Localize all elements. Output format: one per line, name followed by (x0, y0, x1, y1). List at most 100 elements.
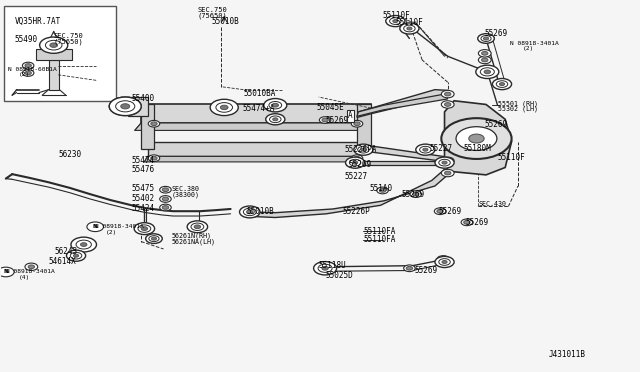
Text: 55269: 55269 (438, 207, 461, 216)
Circle shape (435, 256, 454, 267)
Text: 55269: 55269 (402, 190, 425, 199)
Polygon shape (148, 141, 358, 156)
Circle shape (134, 223, 155, 235)
Polygon shape (145, 156, 358, 162)
Circle shape (71, 237, 97, 252)
Circle shape (25, 263, 38, 270)
Circle shape (442, 101, 454, 108)
Circle shape (461, 219, 472, 226)
Text: N 08918-3401A: N 08918-3401A (6, 269, 54, 275)
Circle shape (351, 155, 363, 161)
Circle shape (439, 259, 451, 265)
Text: SEC.750: SEC.750 (197, 7, 227, 13)
Circle shape (440, 257, 447, 261)
Text: 55110F: 55110F (383, 11, 410, 20)
Text: 55501 (RH): 55501 (RH) (497, 100, 538, 107)
Text: N 08918-3401A: N 08918-3401A (95, 224, 144, 229)
Circle shape (464, 221, 470, 224)
Circle shape (481, 36, 491, 41)
Circle shape (70, 252, 82, 259)
Circle shape (456, 127, 497, 150)
Circle shape (160, 196, 172, 202)
Circle shape (468, 134, 484, 143)
Circle shape (442, 161, 447, 164)
Text: 55010BA: 55010BA (243, 89, 276, 98)
Circle shape (442, 118, 511, 159)
Circle shape (439, 159, 451, 166)
Circle shape (160, 204, 172, 211)
Circle shape (74, 254, 79, 257)
Text: 55400: 55400 (132, 94, 155, 103)
Text: 55269: 55269 (325, 116, 348, 125)
Text: 56261N(RH): 56261N(RH) (172, 233, 212, 239)
Circle shape (45, 40, 62, 50)
Polygon shape (445, 101, 511, 175)
Polygon shape (357, 94, 448, 116)
Circle shape (481, 131, 488, 134)
Text: 55424: 55424 (132, 205, 155, 214)
Circle shape (400, 23, 419, 34)
Circle shape (478, 49, 491, 57)
Circle shape (210, 99, 238, 116)
Circle shape (121, 104, 130, 109)
Circle shape (404, 265, 415, 272)
Circle shape (116, 101, 135, 112)
Polygon shape (135, 123, 371, 131)
Polygon shape (129, 97, 148, 116)
Circle shape (116, 101, 135, 112)
Circle shape (314, 262, 337, 275)
Circle shape (149, 235, 159, 241)
Circle shape (67, 250, 86, 261)
Text: A: A (348, 111, 353, 120)
Circle shape (393, 20, 398, 23)
Text: (75650): (75650) (197, 12, 227, 19)
Circle shape (152, 237, 157, 240)
Text: (4): (4) (19, 275, 30, 280)
Circle shape (404, 25, 415, 32)
Circle shape (410, 191, 422, 198)
Circle shape (322, 266, 328, 270)
Circle shape (319, 117, 331, 124)
Polygon shape (357, 105, 371, 149)
Circle shape (477, 34, 494, 43)
Text: 55010B: 55010B (211, 17, 239, 26)
Circle shape (478, 56, 491, 64)
Text: 55110FA: 55110FA (364, 227, 396, 236)
Circle shape (481, 51, 488, 55)
Circle shape (163, 197, 169, 201)
Text: 56261NA(LH): 56261NA(LH) (172, 238, 216, 245)
Circle shape (435, 157, 454, 168)
Circle shape (442, 260, 447, 263)
Circle shape (87, 222, 104, 232)
Text: 55490: 55490 (15, 35, 38, 44)
Circle shape (25, 64, 31, 67)
Circle shape (445, 159, 451, 163)
Text: 55118U: 55118U (319, 261, 346, 270)
Circle shape (437, 256, 450, 263)
Text: 55475: 55475 (132, 185, 155, 193)
Polygon shape (141, 105, 154, 149)
Circle shape (264, 99, 287, 112)
Circle shape (22, 70, 34, 76)
Text: 55476: 55476 (132, 165, 155, 174)
Text: 55110F: 55110F (497, 153, 525, 161)
Text: 55269: 55269 (484, 121, 508, 129)
Circle shape (322, 118, 328, 122)
Circle shape (141, 227, 148, 231)
Text: (2): (2) (106, 230, 117, 235)
Circle shape (243, 208, 256, 216)
Text: 55226P: 55226P (342, 207, 370, 216)
Polygon shape (357, 90, 448, 118)
Circle shape (138, 225, 151, 232)
Text: N 08918-3401A: N 08918-3401A (510, 41, 559, 46)
Text: 55269: 55269 (415, 266, 438, 275)
Text: SEC.380: SEC.380 (172, 186, 200, 192)
Text: 56230: 56230 (58, 150, 81, 159)
Circle shape (25, 71, 31, 75)
Circle shape (109, 97, 141, 116)
Circle shape (442, 90, 454, 98)
Circle shape (194, 225, 200, 229)
Text: (2): (2) (19, 72, 30, 77)
Circle shape (496, 81, 508, 87)
Circle shape (413, 192, 419, 196)
